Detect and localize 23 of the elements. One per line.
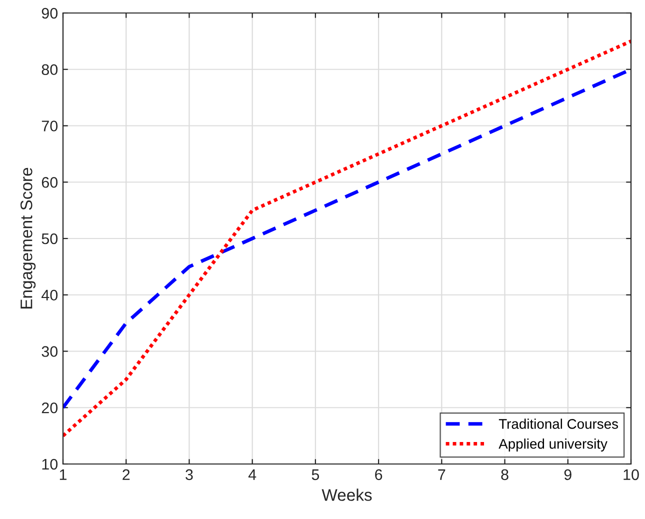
x-tick-label: 9	[564, 469, 572, 480]
y-tick-label: 80	[42, 64, 58, 76]
x-tick-label: 6	[375, 469, 382, 480]
x-tick-label: 3	[186, 469, 193, 480]
x-tick-label: 5	[312, 469, 320, 480]
legend-label: Traditional Courses	[498, 418, 618, 429]
y-tick-label: 20	[42, 402, 58, 414]
y-tick-label: 10	[42, 458, 58, 470]
x-axis-title: Weeks	[322, 488, 372, 501]
y-tick-label: 40	[42, 290, 58, 301]
legend-label: Applied university	[498, 438, 608, 452]
x-tick-label: 7	[438, 469, 446, 480]
x-tick-label: 2	[122, 469, 130, 480]
x-tick-label: 1	[60, 469, 67, 480]
y-tick-label: 70	[42, 120, 58, 132]
y-tick-label: 60	[42, 176, 58, 188]
y-tick-label: 50	[42, 233, 58, 244]
x-tick-label: 4	[248, 469, 256, 480]
y-tick-label: 90	[42, 8, 58, 19]
y-axis-title: Engagement Score	[20, 168, 36, 308]
x-tick-label: 8	[501, 469, 508, 480]
x-tick-label: 10	[624, 469, 639, 480]
y-tick-label: 30	[42, 346, 58, 357]
